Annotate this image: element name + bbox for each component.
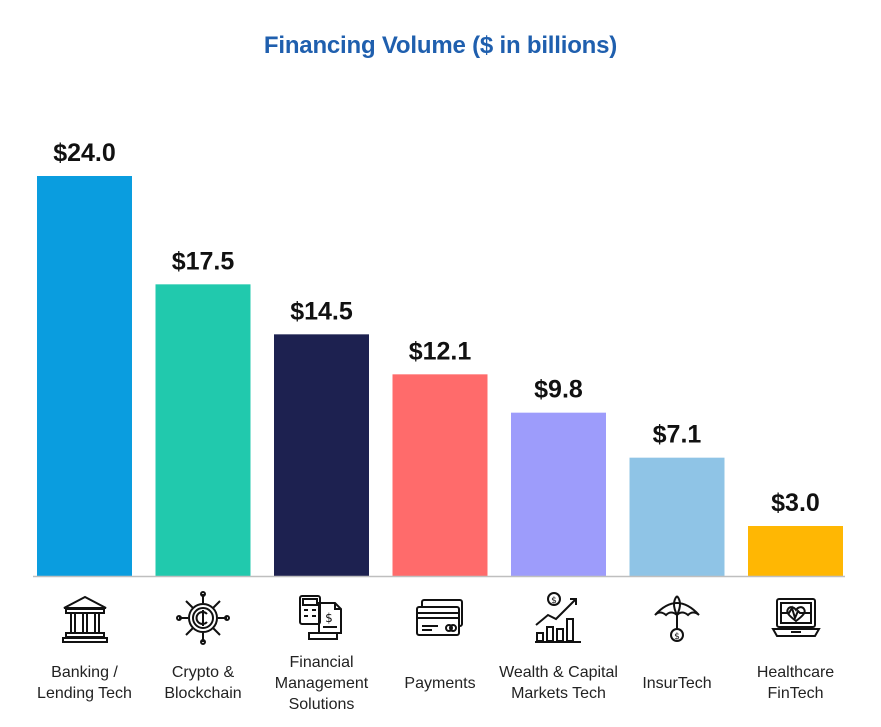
svg-text:$: $: [325, 611, 333, 625]
value-label-5: $9.8: [534, 376, 583, 404]
bar-6: [629, 457, 725, 576]
value-label-1: $24.0: [53, 139, 116, 167]
bar-5: [511, 412, 606, 576]
bar-4: [392, 374, 488, 576]
category-label-2: Crypto & Blockchain: [164, 664, 242, 702]
chart-title: Financing Volume ($ in billions): [263, 32, 618, 59]
category-label-4: Payments: [404, 675, 476, 692]
category-label-6: InsurTech: [642, 675, 712, 692]
value-label-4: $12.1: [409, 337, 472, 365]
growth-chart-icon: $: [532, 591, 586, 645]
umbrella-icon: $: [650, 591, 704, 645]
laptop-heartbeat-icon: [769, 591, 823, 645]
crypto-coin-icon: [176, 591, 230, 645]
value-label-2: $17.5: [172, 247, 235, 275]
value-label-7: $3.0: [771, 489, 820, 517]
svg-text:$: $: [551, 596, 557, 606]
category-label-1: Banking / Lending Tech: [37, 664, 132, 702]
category-label-7: Healthcare FinTech: [756, 664, 835, 702]
bar-3: [274, 334, 369, 576]
bar-1: [37, 176, 132, 576]
category-label-5: Wealth & Capital Markets Tech: [499, 664, 618, 702]
value-label-3: $14.5: [290, 297, 353, 325]
bar-7: [748, 526, 843, 576]
svg-text:$: $: [674, 632, 680, 642]
calculator-document-icon: $: [295, 591, 349, 645]
bar-2: [155, 284, 251, 576]
category-label-3: Financial Management Solutions: [274, 654, 369, 713]
bank-icon: [58, 591, 112, 645]
value-label-6: $7.1: [653, 421, 702, 449]
credit-cards-icon: [413, 591, 467, 645]
